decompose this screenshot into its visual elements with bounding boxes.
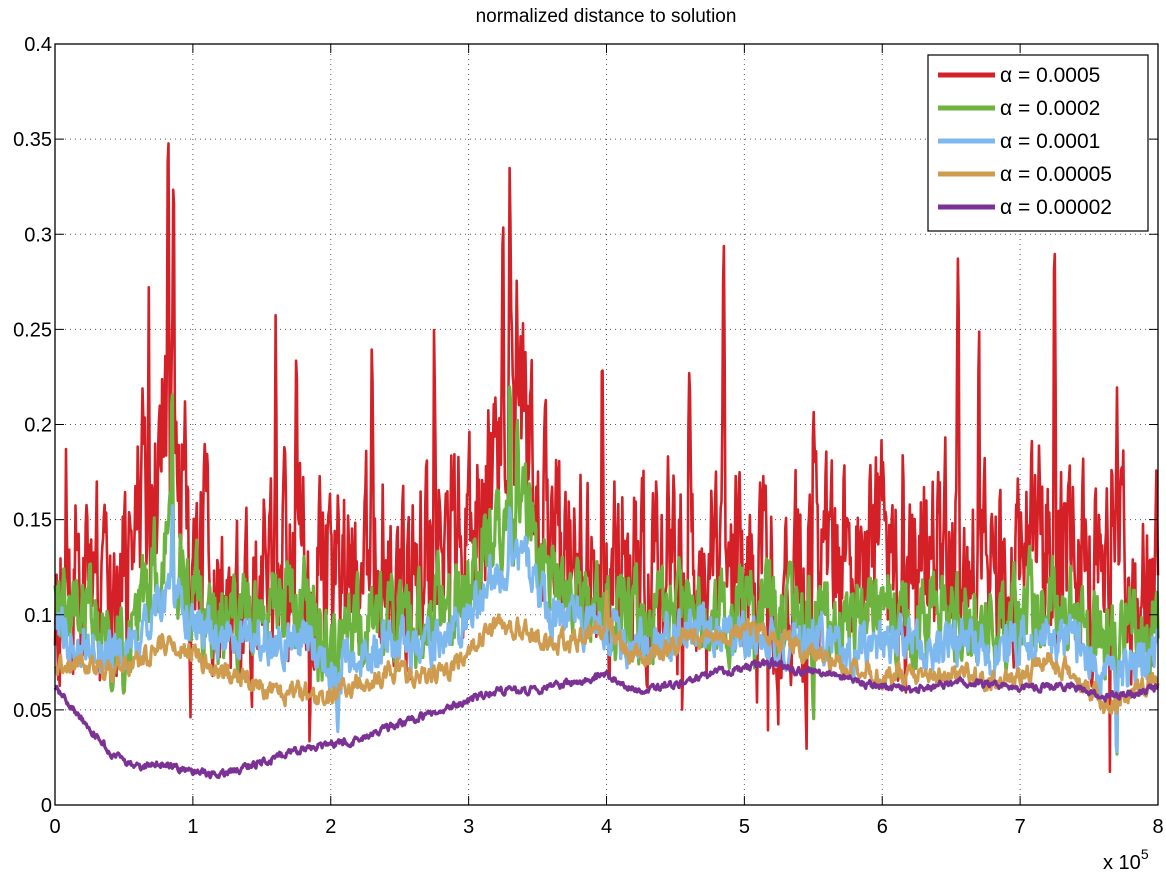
y-tick-label: 0.05 — [13, 700, 52, 722]
legend-label: α = 0.0001 — [1000, 130, 1100, 153]
x-tick-label: 4 — [601, 816, 612, 838]
x-tick-label: 3 — [463, 816, 474, 838]
legend-label: α = 0.00002 — [1000, 196, 1112, 219]
y-tick-label: 0.3 — [24, 224, 52, 246]
y-tick-label: 0.2 — [24, 415, 52, 437]
x-tick-label: 6 — [877, 816, 888, 838]
x-axis-multiplier: x 105 — [1103, 846, 1149, 874]
grid — [55, 44, 1158, 805]
x-axis-multiplier-exponent: 5 — [1141, 846, 1149, 862]
y-tick-label: 0.4 — [24, 34, 52, 56]
legend: α = 0.0005 α = 0.0002 α = 0.0001 α = 0.0000… — [927, 54, 1149, 232]
x-tick-label: 2 — [325, 816, 336, 838]
series-line-2 — [53, 385, 1160, 756]
y-tick-label: 0.25 — [13, 319, 52, 341]
x-axis-multiplier-base: x 10 — [1103, 852, 1141, 874]
y-tick-label: 0.1 — [24, 605, 52, 627]
x-tick-label: 7 — [1015, 816, 1026, 838]
y-axis-tick-labels: 0 0.05 0.1 0.15 0.2 0.25 0.3 0.35 0.4 — [13, 34, 52, 817]
x-tick-label: 5 — [739, 816, 750, 838]
series-line-5 — [53, 657, 1159, 780]
y-tick-label: 0.35 — [13, 129, 52, 151]
y-tick-label: 0 — [41, 795, 52, 817]
legend-label: α = 0.0005 — [1000, 64, 1100, 87]
legend-label: α = 0.00005 — [1000, 163, 1112, 186]
x-tick-label: 1 — [187, 816, 198, 838]
series-line-4 — [53, 589, 1160, 715]
series-layer — [53, 142, 1160, 780]
legend-label: α = 0.0002 — [1000, 97, 1100, 120]
x-tick-label: 0 — [49, 816, 60, 838]
y-tick-label: 0.15 — [13, 510, 52, 532]
axis-ticks — [54, 43, 1159, 806]
x-tick-label: 8 — [1152, 816, 1163, 838]
x-axis-tick-labels: 0 1 2 3 4 5 6 7 8 — [49, 816, 1163, 838]
chart-title: normalized distance to solution — [476, 6, 737, 27]
